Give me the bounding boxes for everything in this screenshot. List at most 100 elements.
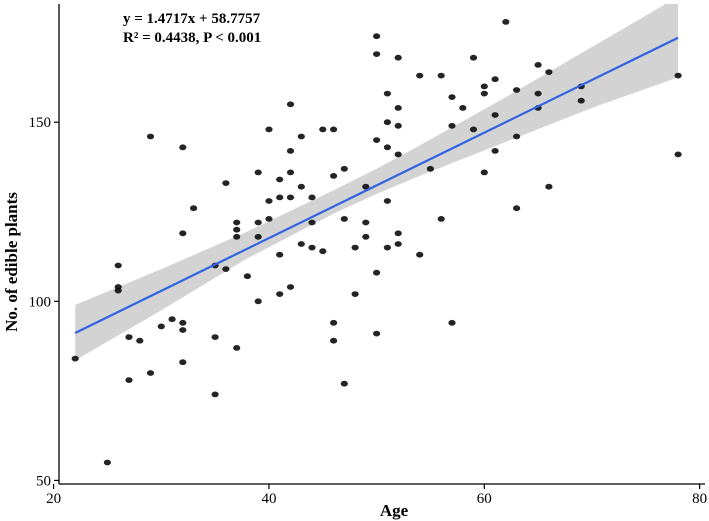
data-point: [319, 126, 327, 133]
x-tick-label: 20: [46, 491, 61, 507]
data-point: [340, 165, 348, 172]
data-point: [233, 226, 241, 233]
data-point: [308, 219, 316, 226]
y-tick-label: 100: [29, 294, 52, 310]
data-point: [351, 244, 359, 251]
data-point: [136, 337, 144, 344]
data-point: [276, 176, 284, 183]
data-point: [545, 183, 553, 190]
data-point: [448, 94, 456, 100]
data-point: [362, 233, 370, 240]
data-point: [222, 266, 230, 272]
data-point: [373, 137, 381, 144]
data-point: [222, 180, 230, 187]
data-point: [125, 334, 133, 340]
data-point: [265, 198, 273, 204]
data-point: [168, 316, 176, 323]
data-point: [416, 251, 424, 258]
data-point: [265, 126, 273, 133]
data-point: [286, 194, 295, 201]
ticks-layer: 20 40 60 80 50 100 150: [29, 115, 708, 507]
data-point: [211, 334, 219, 340]
data-point: [459, 105, 467, 111]
data-point: [297, 183, 305, 190]
data-point: [179, 144, 187, 151]
data-point: [383, 244, 391, 251]
data-point: [513, 205, 521, 212]
data-point: [308, 194, 316, 201]
data-point: [491, 148, 499, 154]
data-point: [276, 194, 284, 201]
data-point: [146, 370, 155, 376]
data-point: [437, 216, 445, 222]
data-point: [362, 183, 370, 190]
regression-equation: y = 1.4717x + 58.7757: [123, 11, 261, 27]
data-point: [383, 144, 391, 151]
data-point: [233, 233, 241, 240]
data-point: [233, 219, 241, 226]
data-point: [179, 230, 187, 237]
data-point: [308, 244, 316, 251]
data-point: [276, 251, 284, 258]
x-tick-label: 40: [261, 491, 276, 507]
data-point: [416, 72, 424, 79]
x-tick-label: 60: [477, 491, 492, 507]
y-tick-label: 150: [29, 115, 52, 131]
data-point: [254, 219, 262, 226]
data-point: [491, 76, 499, 83]
data-point: [577, 97, 585, 104]
data-point: [448, 122, 456, 129]
data-point: [480, 169, 488, 176]
data-point: [545, 69, 553, 75]
data-point: [125, 377, 133, 383]
axes-layer: [58, 4, 705, 485]
data-point: [534, 62, 542, 68]
y-tick-label: 50: [36, 473, 51, 489]
data-point: [265, 216, 273, 222]
x-tick-label: 80: [692, 491, 707, 507]
regression-stats: R² = 0.4438, P < 0.001: [123, 30, 261, 46]
data-point: [114, 262, 122, 269]
data-point: [383, 198, 391, 204]
y-axis-title: No. of edible plants: [2, 192, 21, 332]
data-point: [674, 151, 682, 158]
data-point: [146, 133, 155, 140]
data-point: [190, 205, 198, 212]
data-point: [233, 345, 241, 351]
data-point: [480, 83, 488, 90]
data-point: [469, 126, 478, 133]
data-point: [373, 33, 381, 40]
data-point: [211, 391, 219, 398]
data-point: [297, 241, 305, 247]
data-point: [448, 319, 456, 326]
data-point: [394, 122, 402, 129]
data-point: [437, 72, 445, 79]
data-point: [254, 169, 262, 176]
data-point: [286, 101, 295, 108]
data-point: [394, 241, 402, 247]
data-point: [383, 119, 391, 126]
data-point: [340, 380, 348, 387]
data-point: [179, 359, 187, 366]
data-point: [179, 319, 187, 326]
data-point: [330, 337, 338, 344]
confidence-band-layer: [75, 4, 679, 361]
data-point: [286, 169, 295, 176]
data-point: [157, 323, 165, 330]
data-point: [394, 105, 402, 111]
data-point: [373, 51, 381, 57]
data-point: [297, 133, 305, 140]
data-point: [254, 233, 262, 240]
data-point: [426, 165, 434, 172]
data-point: [286, 284, 295, 290]
data-point: [513, 133, 521, 140]
data-point: [394, 151, 402, 158]
data-point: [383, 90, 391, 97]
data-point: [276, 291, 284, 297]
data-point: [469, 54, 478, 61]
data-point: [286, 148, 295, 154]
data-point: [480, 90, 488, 97]
data-point: [373, 269, 381, 276]
data-point: [71, 355, 79, 362]
